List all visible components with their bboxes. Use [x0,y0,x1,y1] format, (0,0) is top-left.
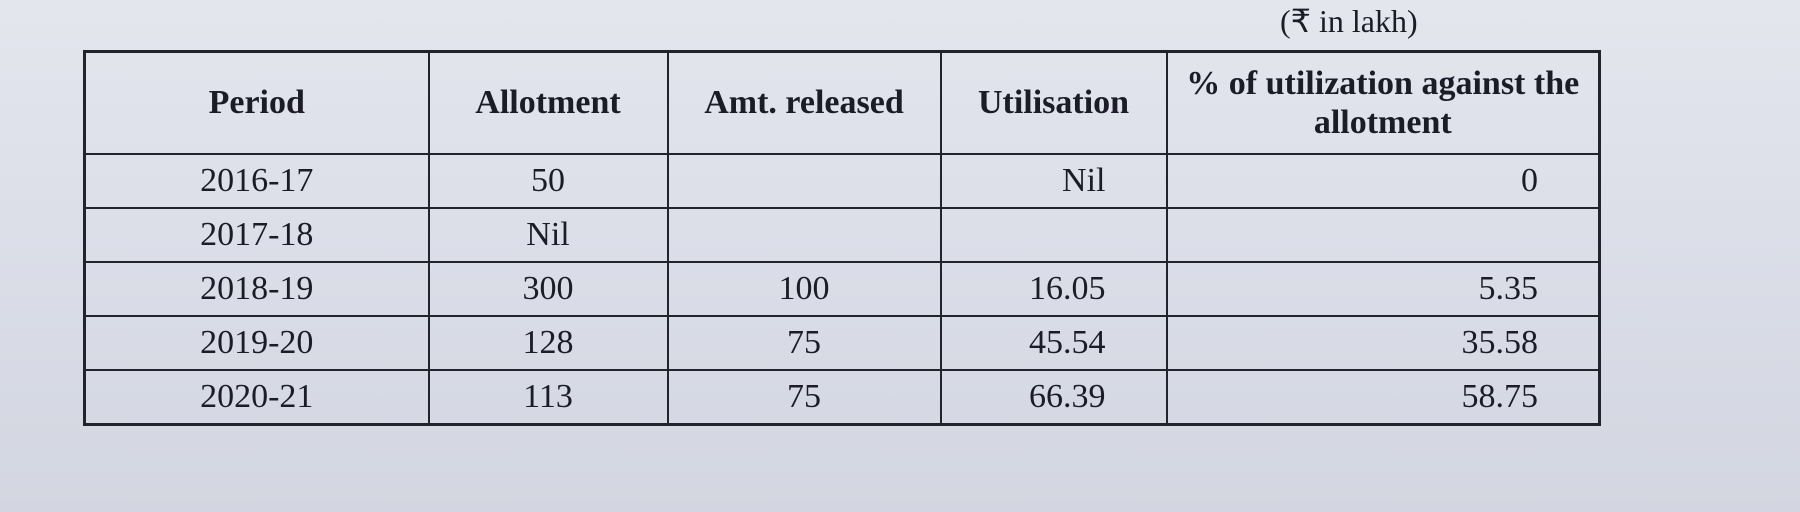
column-header: % of utilization against the allotment [1165,50,1601,155]
table-row: 2016-17 50 Nil 0 [83,153,1601,209]
table-cell: 66.39 [939,369,1168,426]
column-header: Amt. released [666,50,942,155]
table-row: 2018-19 300 100 16.05 5.35 [83,261,1601,317]
table-cell: 2016-17 [83,153,430,209]
column-header: Period [83,50,430,155]
table-cell [1165,207,1601,263]
table-cell: 35.58 [1165,315,1601,371]
table-cell: 100 [666,261,942,317]
table-cell [666,153,942,209]
table-cell: 128 [427,315,669,371]
table-cell: 2017-18 [83,207,430,263]
table-cell: 58.75 [1165,369,1601,426]
table-cell: 50 [427,153,669,209]
table-cell: 0 [1165,153,1601,209]
table-cell: 16.05 [939,261,1168,317]
table-cell: Nil [939,153,1168,209]
table-row: 2020-21 113 75 66.39 58.75 [83,369,1601,426]
column-header: Allotment [427,50,669,155]
table-cell: 2019-20 [83,315,430,371]
table-cell: 75 [666,369,942,426]
table-cell: 2018-19 [83,261,430,317]
header-row: Period Allotment Amt. released Utilisation%… [83,50,1601,155]
table-cell: 75 [666,315,942,371]
table-cell: 113 [427,369,669,426]
table-cell: 300 [427,261,669,317]
unit-note: (₹ in lakh) [1280,3,1418,39]
table-cell: 45.54 [939,315,1168,371]
table-row: 2019-20 128 75 45.54 35.58 [83,315,1601,371]
table-cell: 5.35 [1165,261,1601,317]
table-cell: 2020-21 [83,369,430,426]
table-row: 2017-18 Nil [83,207,1601,263]
table-cell: Nil [427,207,669,263]
allotment-table: Period Allotment Amt. released Utilisation%… [83,50,1601,426]
column-header: Utilisation [939,50,1168,155]
table-cell [939,207,1168,263]
table-body: 2016-17 50 Nil 0 2017-18 Nil 2018-19 300 100 16.0… [83,153,1601,426]
table-cell [666,207,942,263]
table-header: Period Allotment Amt. released Utilisation%… [83,50,1601,155]
